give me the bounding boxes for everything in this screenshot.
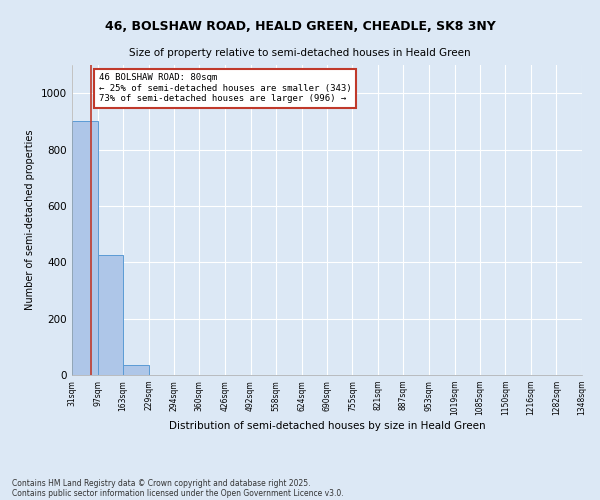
- Text: 46 BOLSHAW ROAD: 80sqm
← 25% of semi-detached houses are smaller (343)
73% of se: 46 BOLSHAW ROAD: 80sqm ← 25% of semi-det…: [99, 74, 352, 104]
- Text: Contains HM Land Registry data © Crown copyright and database right 2025.: Contains HM Land Registry data © Crown c…: [12, 478, 311, 488]
- Y-axis label: Number of semi-detached properties: Number of semi-detached properties: [25, 130, 35, 310]
- Text: 46, BOLSHAW ROAD, HEALD GREEN, CHEADLE, SK8 3NY: 46, BOLSHAW ROAD, HEALD GREEN, CHEADLE, …: [104, 20, 496, 33]
- X-axis label: Distribution of semi-detached houses by size in Heald Green: Distribution of semi-detached houses by …: [169, 421, 485, 431]
- Bar: [123, 365, 149, 375]
- Text: Size of property relative to semi-detached houses in Heald Green: Size of property relative to semi-detach…: [129, 48, 471, 58]
- Bar: [98, 255, 123, 375]
- Bar: [72, 122, 98, 375]
- Text: Contains public sector information licensed under the Open Government Licence v3: Contains public sector information licen…: [12, 488, 344, 498]
